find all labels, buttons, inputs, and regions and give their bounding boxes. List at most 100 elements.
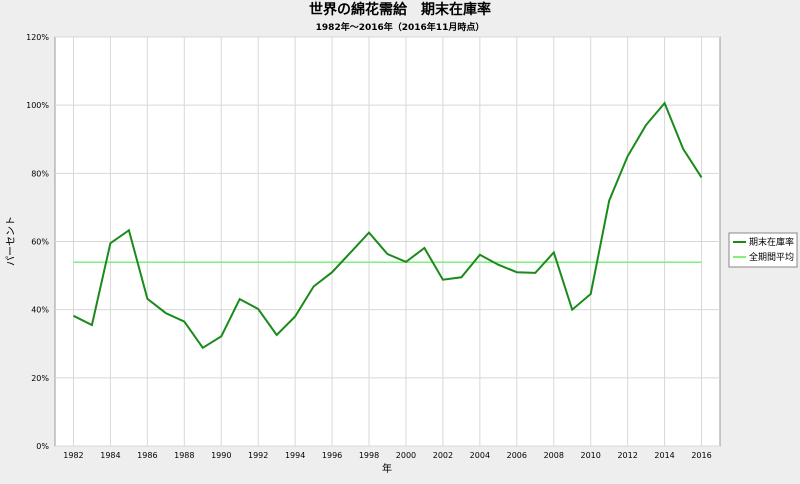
data-point-stock-ratio [479, 254, 481, 256]
chart-title: 世界の綿花需給 期末在庫率 [309, 1, 491, 18]
x-tick-label: 2006 [507, 451, 527, 460]
data-point-period-average [645, 261, 647, 263]
chart-subtitle: 1982年～2016年（2016年11月時点） [316, 21, 485, 33]
x-tick-label: 2010 [581, 451, 601, 460]
data-point-period-average [350, 261, 352, 263]
data-point-period-average [479, 261, 481, 263]
data-point-stock-ratio [276, 334, 278, 336]
x-axis-label: 年 [382, 462, 392, 475]
x-tick-label: 1994 [285, 451, 305, 460]
data-point-stock-ratio [368, 232, 370, 234]
x-tick-label: 1990 [211, 451, 231, 460]
data-point-period-average [239, 261, 241, 263]
data-point-stock-ratio [387, 253, 389, 255]
data-point-stock-ratio [534, 272, 536, 274]
data-point-stock-ratio [497, 264, 499, 266]
data-point-stock-ratio [460, 276, 462, 278]
legend: 期末在庫率 全期間平均 [728, 232, 798, 268]
data-point-stock-ratio [73, 315, 75, 317]
x-tick-label: 1998 [359, 451, 379, 460]
data-point-stock-ratio [423, 247, 425, 249]
data-point-period-average [183, 261, 185, 263]
data-point-period-average [294, 261, 296, 263]
data-point-stock-ratio [183, 321, 185, 323]
x-tick-label: 2016 [691, 451, 711, 460]
legend-box [728, 232, 798, 268]
data-point-stock-ratio [701, 176, 703, 178]
data-point-period-average [128, 261, 130, 263]
data-point-stock-ratio [590, 293, 592, 295]
tick-layer: 0% 20% 40% 60% 80% 100% 120% 1982 1984 1986 1988 19… [26, 33, 712, 460]
data-point-period-average [460, 261, 462, 263]
data-point-stock-ratio [664, 102, 666, 104]
grid-layer [55, 36, 720, 447]
data-point-period-average [146, 261, 148, 263]
x-tick-label: 2002 [433, 451, 453, 460]
data-point-period-average [553, 261, 555, 263]
data-point-period-average [202, 261, 204, 263]
data-point-period-average [534, 261, 536, 263]
data-point-period-average [571, 261, 573, 263]
data-point-stock-ratio [294, 316, 296, 318]
data-point-stock-ratio [516, 271, 518, 273]
data-point-stock-ratio [645, 124, 647, 126]
data-point-stock-ratio [405, 261, 407, 263]
data-point-period-average [701, 261, 703, 263]
x-tick-label: 2008 [544, 451, 564, 460]
data-point-stock-ratio [313, 286, 315, 288]
series-line-stock-ratio [73, 101, 703, 350]
data-point-period-average [608, 261, 610, 263]
data-point-stock-ratio [608, 200, 610, 202]
data-point-stock-ratio [220, 335, 222, 337]
data-point-period-average [276, 261, 278, 263]
data-point-stock-ratio [331, 271, 333, 273]
x-tick-label: 2004 [470, 451, 490, 460]
y-axis-label: パーセント [5, 216, 17, 266]
data-point-stock-ratio [91, 324, 93, 326]
data-point-stock-ratio [257, 308, 259, 310]
x-tick-label: 1982 [63, 451, 83, 460]
data-point-period-average [165, 261, 167, 263]
y-tick-label: 100% [26, 101, 49, 110]
legend-label-stock-ratio: 期末在庫率 [749, 236, 794, 248]
data-point-stock-ratio [350, 251, 352, 253]
data-point-period-average [664, 261, 666, 263]
data-point-period-average [516, 261, 518, 263]
data-point-period-average [590, 261, 592, 263]
data-point-period-average [627, 261, 629, 263]
data-point-stock-ratio [146, 298, 148, 300]
y-tick-label: 80% [31, 169, 49, 178]
data-point-period-average [257, 261, 259, 263]
y-tick-label: 120% [26, 33, 49, 42]
series-layer [73, 101, 703, 350]
data-point-period-average [313, 261, 315, 263]
data-point-stock-ratio [682, 148, 684, 150]
data-point-period-average [109, 261, 111, 263]
data-point-stock-ratio [553, 251, 555, 253]
x-tick-label: 1992 [248, 451, 268, 460]
x-tick-label: 2012 [617, 451, 637, 460]
y-tick-label: 40% [31, 306, 49, 315]
data-point-stock-ratio [165, 312, 167, 314]
x-tick-label: 1996 [322, 451, 342, 460]
data-point-stock-ratio [109, 242, 111, 244]
y-tick-label: 20% [31, 374, 49, 383]
data-point-stock-ratio [202, 347, 204, 349]
data-point-period-average [682, 261, 684, 263]
data-point-period-average [331, 261, 333, 263]
x-tick-label: 1988 [174, 451, 194, 460]
data-point-stock-ratio [442, 279, 444, 281]
legend-label-period-average: 全期間平均 [749, 251, 794, 263]
data-point-stock-ratio [128, 229, 130, 231]
y-tick-label: 0% [36, 442, 49, 451]
x-tick-label: 2014 [654, 451, 674, 460]
data-point-period-average [73, 261, 75, 263]
data-point-stock-ratio [627, 155, 629, 157]
x-tick-label: 2000 [396, 451, 416, 460]
data-point-period-average [91, 261, 93, 263]
data-point-period-average [368, 261, 370, 263]
data-point-stock-ratio [239, 298, 241, 300]
data-point-period-average [220, 261, 222, 263]
data-point-stock-ratio [571, 309, 573, 311]
